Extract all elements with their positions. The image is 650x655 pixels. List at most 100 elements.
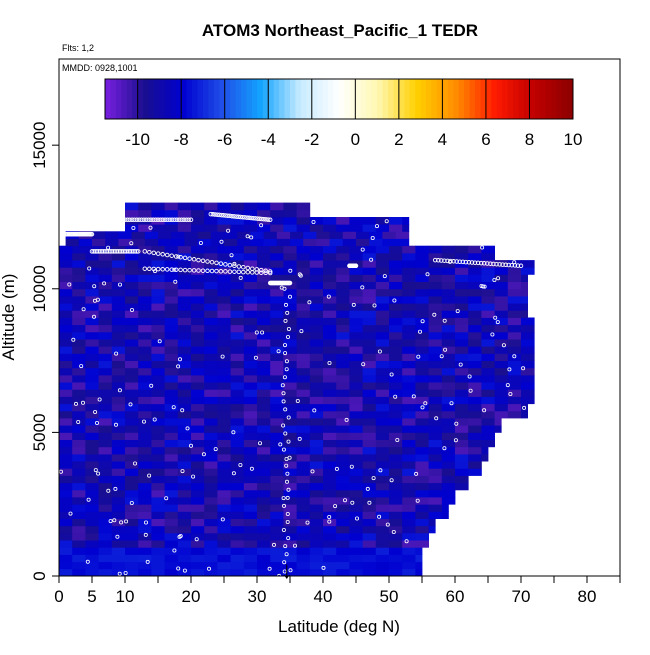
heatmap-cell — [270, 403, 284, 412]
heatmap-cell — [164, 339, 179, 347]
heatmap-cell — [494, 425, 502, 433]
heatmap-cell — [309, 339, 324, 347]
heatmap-cell — [111, 540, 126, 548]
heatmap-cell — [468, 389, 482, 397]
heatmap-cell — [389, 461, 403, 469]
colorbar-segment — [148, 79, 155, 119]
heatmap-cell — [151, 525, 165, 534]
heatmap-cell — [507, 331, 522, 340]
sample-point — [351, 302, 356, 307]
heatmap-cell — [72, 281, 86, 290]
heatmap-cell — [323, 403, 337, 412]
heatmap-cell — [177, 296, 192, 304]
heatmap-cell — [191, 374, 205, 383]
heatmap-cell — [402, 360, 416, 369]
heatmap-cell — [507, 360, 522, 369]
heatmap-cell — [59, 432, 73, 440]
heatmap-cell — [362, 217, 377, 225]
heatmap-cell — [125, 525, 139, 534]
heatmap-cell — [441, 511, 449, 519]
sample-point — [147, 473, 152, 478]
sample-point — [480, 245, 485, 250]
heatmap-cell — [243, 224, 258, 232]
sample-point — [495, 320, 500, 325]
heatmap-cell — [283, 224, 297, 232]
heatmap-cell — [375, 353, 390, 361]
heatmap-cell — [243, 317, 258, 326]
heatmap-cell — [111, 489, 126, 498]
sample-point — [369, 257, 374, 262]
heatmap-cell — [138, 425, 152, 433]
heatmap-cell — [402, 367, 416, 376]
heatmap-cell — [283, 310, 297, 318]
sample-point — [286, 439, 291, 444]
heatmap-cell — [85, 554, 99, 563]
heatmap-cell — [375, 540, 390, 548]
heatmap-cell — [441, 245, 456, 254]
heatmap-cell — [59, 353, 73, 361]
sample-point — [350, 500, 355, 505]
sample-point — [370, 235, 375, 240]
heatmap-cell — [290, 231, 304, 239]
heatmap-cell — [270, 252, 284, 261]
heatmap-cell — [164, 432, 179, 440]
heatmap-cell — [59, 439, 73, 448]
heatmap-cell — [521, 281, 528, 290]
heatmap-cell — [309, 267, 324, 275]
heatmap-cell — [323, 453, 337, 462]
sample-point — [389, 372, 394, 377]
heatmap-cell — [428, 497, 443, 505]
heatmap-cell — [481, 324, 495, 333]
heatmap-cell — [177, 367, 192, 376]
heatmap-cell — [164, 281, 179, 290]
colorbar-segment — [317, 79, 324, 119]
colorbar-segment — [235, 79, 242, 119]
heatmap-cell — [59, 252, 73, 261]
heatmap-cell — [125, 360, 139, 369]
heatmap-cell — [151, 439, 165, 448]
heatmap-cell — [72, 425, 86, 433]
sample-point — [125, 217, 130, 223]
heatmap-cell — [402, 288, 416, 297]
heatmap-cell — [125, 317, 139, 326]
heatmap-cell — [428, 367, 443, 376]
heatmap-cell — [507, 288, 522, 297]
heatmap-cell — [72, 331, 86, 340]
sample-point — [232, 269, 237, 274]
heatmap-cell — [59, 346, 73, 354]
heatmap-cell — [85, 518, 99, 527]
heatmap-cell — [164, 252, 179, 261]
heatmap-cell — [111, 367, 126, 376]
heatmap-cell — [389, 267, 403, 275]
heatmap-cell — [257, 245, 271, 254]
sample-point — [469, 260, 475, 265]
heatmap-cell — [441, 310, 456, 318]
heatmap-cell — [349, 281, 363, 290]
heatmap-cell — [164, 532, 179, 541]
sample-point — [365, 486, 370, 491]
sample-point — [327, 360, 332, 365]
heatmap-cell — [164, 403, 179, 412]
heatmap-cell — [191, 547, 205, 555]
heatmap-cell — [402, 374, 416, 383]
heatmap-cell — [243, 468, 258, 476]
x-axis: 0 5 10 20 30 40 50 60 70 80 — [54, 576, 621, 606]
heatmap-cell — [85, 360, 99, 369]
heatmap-cell — [309, 353, 324, 361]
heatmap-cell — [243, 288, 258, 297]
sample-point — [92, 284, 97, 289]
heatmap-cell — [283, 288, 297, 297]
heatmap-cell — [336, 288, 350, 297]
heatmap-cell — [389, 525, 403, 534]
heatmap-cell — [164, 468, 179, 476]
sample-point — [468, 388, 473, 393]
sample-point — [287, 294, 292, 299]
sample-point — [198, 240, 203, 245]
heatmap-cell — [85, 274, 99, 282]
heatmap-cell — [138, 252, 152, 261]
heatmap-cell — [309, 446, 324, 455]
heatmap-cell — [85, 432, 99, 440]
heatmap-cell — [362, 296, 377, 304]
heatmap-cell — [111, 288, 126, 297]
heatmap-cell — [164, 439, 179, 448]
